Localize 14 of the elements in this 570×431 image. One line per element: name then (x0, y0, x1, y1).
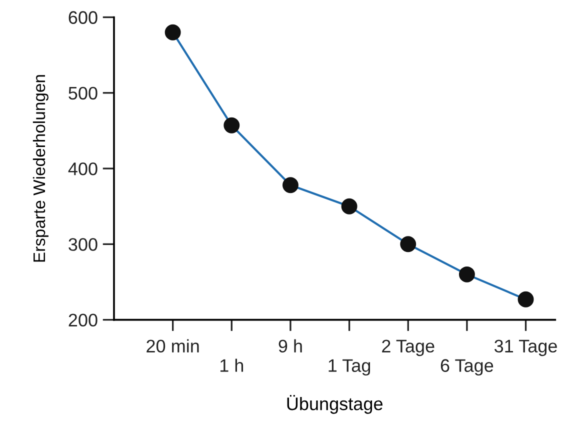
y-tick-label: 200 (68, 314, 98, 327)
y-tick-label: 300 (68, 238, 98, 251)
y-tick-label: 600 (68, 11, 98, 24)
y-tick-label: 400 (68, 162, 98, 176)
y-tick-label: 500 (68, 86, 98, 100)
x-tick-label: 20 min (146, 339, 199, 353)
x-axis-title: Übungstage (287, 394, 382, 414)
x-tick-label: 2 Tage (382, 340, 434, 356)
x-tick-label: 1 Tag (328, 359, 370, 376)
x-tick-label: 31 Tage (494, 340, 557, 356)
x-tick-label: 1 h (220, 358, 244, 372)
x-tick-label: 9 h (278, 339, 302, 353)
y-axis-title: Ersparte Wiederholungen (32, 75, 48, 262)
x-tick-label: 6 Tage (440, 359, 494, 376)
